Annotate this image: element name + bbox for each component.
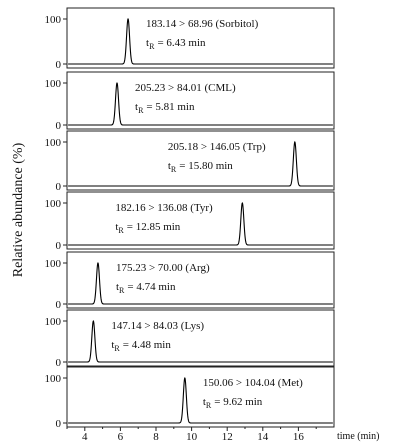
chromatogram-panel: 0 100 205.23 > 84.01 (CML) tR = 5.81 min	[45, 71, 335, 132]
retention-time-label: tR = 15.80 min	[168, 160, 233, 174]
transition-label: 183.14 > 68.96 (Sorbitol)	[146, 18, 259, 30]
panel-frame	[66, 251, 335, 309]
chromatogram-panel: 0 100 147.14 > 84.03 (Lys) tR = 4.48 min	[45, 309, 335, 369]
chromatogram-peak	[68, 201, 333, 246]
chromatogram-peak	[68, 261, 333, 305]
retention-time-label: tR = 5.81 min	[135, 101, 195, 115]
transition-label: 182.16 > 136.08 (Tyr)	[115, 202, 213, 214]
y-tick-label: 0	[56, 240, 62, 252]
x-axis: 4 6 8 10 12 14 16	[66, 427, 317, 443]
chromatogram-panel: 0 100 182.16 > 136.08 (Tyr) tR = 12.85 min	[45, 191, 335, 252]
chromatogram-peak	[68, 18, 333, 65]
x-tick-label: 4	[82, 431, 88, 443]
transition-label: 205.18 > 146.05 (Trp)	[168, 141, 266, 153]
y-tick-label: 0	[56, 59, 62, 71]
chromatogram-peak	[68, 319, 333, 363]
y-tick-label: 100	[45, 373, 62, 385]
y-tick-label: 0	[56, 418, 62, 430]
x-tick-label: 8	[153, 431, 159, 443]
transition-label: 147.14 > 84.03 (Lys)	[111, 320, 204, 332]
x-axis-title: time (min)	[337, 431, 380, 442]
retention-time-label: tR = 4.48 min	[111, 339, 171, 353]
panel-frame	[66, 366, 335, 428]
y-tick-label: 0	[56, 299, 62, 311]
y-tick-label: 0	[56, 357, 62, 369]
y-tick-label: 0	[56, 120, 62, 132]
y-tick-label: 100	[45, 78, 62, 90]
y-tick-label: 100	[45, 137, 62, 149]
panel-frame	[66, 309, 335, 367]
x-tick-label: 6	[118, 431, 124, 443]
x-tick-label: 10	[186, 431, 198, 443]
retention-time-label: tR = 4.74 min	[116, 281, 176, 295]
retention-time-label: tR = 6.43 min	[146, 37, 206, 51]
panel-frame	[66, 7, 335, 69]
panels: 0 100 183.14 > 68.96 (Sorbitol) tR = 6.43 mi…	[45, 7, 335, 430]
chromatogram-panel: 0 100 150.06 > 104.04 (Met) tR = 9.62 min	[45, 366, 335, 430]
y-tick-label: 0	[56, 181, 62, 193]
chromatogram-panel: 0 100 175.23 > 70.00 (Arg) tR = 4.74 min	[45, 251, 335, 311]
panel-frame	[66, 130, 335, 191]
chromatogram-panel: 0 100 205.18 > 146.05 (Trp) tR = 15.80 min	[45, 130, 335, 193]
panel-frame	[66, 71, 335, 130]
x-tick-label: 16	[293, 431, 305, 443]
y-axis-title: Relative abundance (%)	[11, 142, 26, 277]
y-tick-label: 100	[45, 14, 62, 26]
y-tick-label: 100	[45, 258, 62, 270]
transition-label: 150.06 > 104.04 (Met)	[203, 377, 303, 389]
transition-label: 205.23 > 84.01 (CML)	[135, 82, 236, 94]
panel-frame	[66, 191, 335, 250]
transition-label: 175.23 > 70.00 (Arg)	[116, 262, 210, 274]
retention-time-label: tR = 9.62 min	[203, 396, 263, 410]
chromatogram-peak	[68, 140, 333, 187]
retention-time-label: tR = 12.85 min	[115, 221, 180, 235]
y-tick-label: 100	[45, 198, 62, 210]
chromatogram-panel: 0 100 183.14 > 68.96 (Sorbitol) tR = 6.43 mi…	[45, 7, 335, 71]
y-tick-label: 100	[45, 316, 62, 328]
x-tick-label: 14	[257, 431, 269, 443]
x-tick-label: 12	[222, 431, 233, 443]
chromatogram-peak	[68, 377, 333, 424]
chromatogram-peak	[68, 82, 333, 126]
